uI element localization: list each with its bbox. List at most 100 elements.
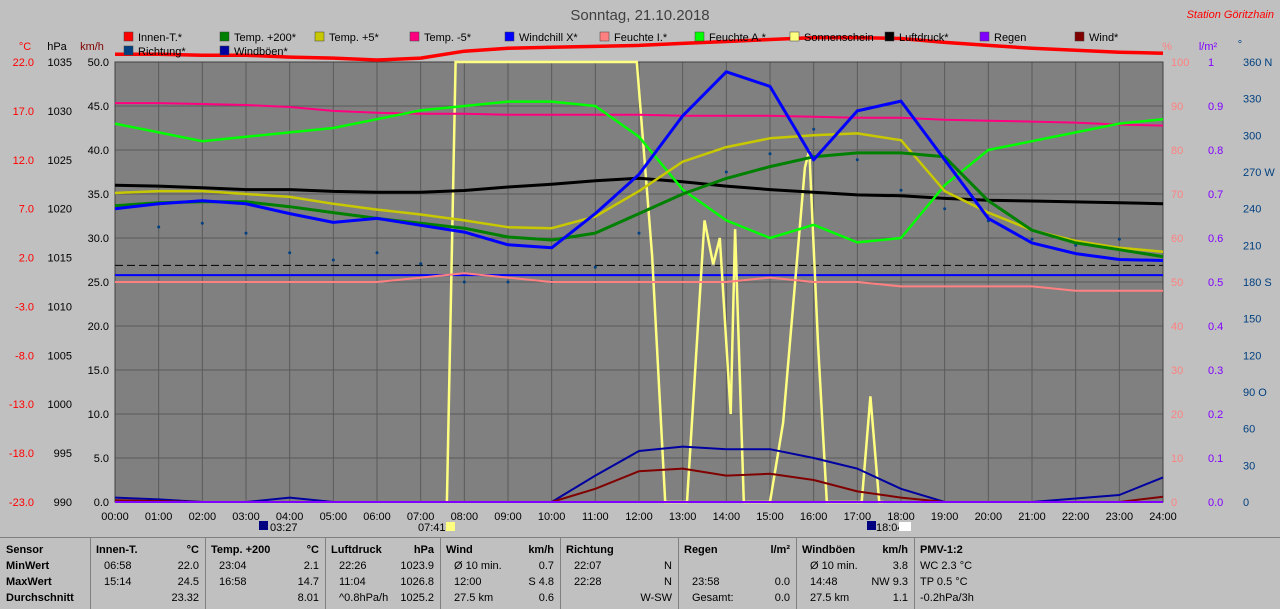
legend-label: Temp. -5*: [424, 32, 472, 44]
table-cell: Durchschnitt: [6, 592, 74, 604]
table-cell: 22.0: [177, 560, 199, 572]
tick-rain: 0.3: [1208, 365, 1223, 377]
legend-label: Windböen*: [234, 46, 289, 58]
table-row: 22:07 N: [560, 558, 678, 574]
table-cell: TP 0.5 °C: [920, 576, 968, 588]
series-windchill: [114, 70, 1164, 262]
table-row: 16:58 14.7: [205, 574, 325, 590]
point-richtung: [943, 207, 947, 211]
tick-time: 12:00: [625, 511, 653, 523]
tick-percent: 70: [1171, 189, 1183, 201]
legend-swatch: [789, 31, 800, 42]
tick-time: 14:00: [713, 511, 741, 523]
point-richtung: [200, 221, 204, 225]
table-cell: 11:04: [339, 576, 366, 588]
tick-celsius: 12.0: [13, 155, 34, 167]
table-row: 23.32: [90, 590, 205, 606]
tick-rain: 0.6: [1208, 233, 1223, 245]
table-cell: 8.01: [297, 592, 319, 604]
tick-kmh: 15.0: [88, 365, 109, 377]
table-cell: 27.5 km: [454, 592, 494, 604]
tick-hpa: 1020: [48, 204, 72, 216]
table-row: Gesamt: 0.0: [678, 590, 796, 606]
table-row: MinWert: [0, 558, 90, 574]
legend-swatch: [219, 45, 230, 56]
tick-kmh: 45.0: [88, 101, 109, 113]
tick-time: 01:00: [145, 511, 173, 523]
table-header: Sensor: [6, 544, 44, 556]
table-column: Temp. +200 °C 23:04 2.1 16:58 14.7 8.01: [205, 538, 326, 609]
table-cell: N: [664, 560, 672, 572]
tick-direction: 360 N: [1243, 57, 1272, 69]
legend-swatch: [314, 31, 325, 42]
table-cell: MinWert: [6, 560, 50, 572]
point-richtung: [1117, 237, 1121, 241]
tick-percent: 60: [1171, 233, 1183, 245]
table-column: Richtung 22:07 N 22:28 N W-SW: [560, 538, 679, 609]
legend-swatch: [409, 31, 420, 42]
tick-time: 05:00: [320, 511, 348, 523]
legend-swatch: [219, 31, 230, 42]
station-label: Station Göritzhain: [1187, 9, 1274, 21]
table-cell: 22:28: [574, 576, 602, 588]
tick-time: 10:00: [538, 511, 566, 523]
legend-label: Sonnenschein: [804, 32, 874, 44]
table-cell: 27.5 km: [810, 592, 850, 604]
tick-celsius: -13.0: [9, 399, 34, 411]
tick-kmh: 30.0: [88, 233, 109, 245]
legend-label: Regen: [994, 32, 1026, 44]
table-column: Luftdruck hPa 22:26 1023.9 11:04 1026.8 ^0.8hP…: [325, 538, 441, 609]
table-row: ^0.8hPa/h 1025.2: [325, 590, 440, 606]
tick-direction: 240: [1243, 204, 1261, 216]
legend-label: Feuchte I.*: [614, 32, 668, 44]
point-richtung: [419, 262, 423, 266]
sunset-time: 18:04: [876, 522, 904, 534]
table-cell: 1025.2: [400, 592, 434, 604]
tick-kmh: 20.0: [88, 321, 109, 333]
table-cell: Ø 10 min.: [810, 560, 858, 572]
unit-hpa: hPa: [47, 41, 67, 53]
table-cell: S 4.8: [528, 576, 554, 588]
point-richtung: [331, 258, 335, 262]
table-cell: ^0.8hPa/h: [339, 592, 389, 604]
sunrise-time: 03:27: [270, 522, 298, 534]
series-layer: [114, 35, 1164, 504]
table-row: WC 2.3 °C: [914, 558, 1280, 574]
point-richtung: [724, 170, 728, 174]
tick-time: 15:00: [756, 511, 784, 523]
legend-label: Temp. +200*: [234, 32, 297, 44]
tick-time: 09:00: [494, 511, 522, 523]
tick-time: 02:00: [189, 511, 217, 523]
sunrise-icon: [259, 521, 268, 530]
tick-rain: 0.2: [1208, 409, 1223, 421]
tick-time: 03:00: [232, 511, 260, 523]
table-column: Windböen km/h Ø 10 min. 3.8 14:48 NW 9.3 27.5 …: [796, 538, 915, 609]
point-richtung: [768, 152, 772, 156]
table-row: 06:58 22.0: [90, 558, 205, 574]
point-richtung: [637, 231, 641, 235]
tick-rain: 1: [1208, 57, 1214, 69]
unit-kmh: km/h: [80, 41, 104, 53]
legend-label: Luftdruck*: [899, 32, 949, 44]
tick-time: 11:00: [582, 511, 609, 523]
table-column: Wind km/h Ø 10 min. 0.7 12:00 S 4.8 27.5 km 0.6: [440, 538, 561, 609]
tick-kmh: 50.0: [88, 57, 109, 69]
tick-hpa: 1010: [48, 301, 72, 313]
tick-time: 16:00: [800, 511, 828, 523]
table-unit: l/m²: [770, 544, 790, 556]
tick-time: 13:00: [669, 511, 697, 523]
table-unit: km/h: [882, 544, 908, 556]
point-richtung: [855, 158, 859, 162]
tick-kmh: 0.0: [94, 497, 109, 509]
table-unit: °C: [306, 544, 319, 556]
tick-time: 17:00: [844, 511, 872, 523]
series-innen-temp: [115, 35, 1164, 62]
series-temp-plus200: [114, 151, 1164, 259]
tick-time: 04:00: [276, 511, 304, 523]
table-cell: 06:58: [104, 560, 132, 572]
tick-celsius: -18.0: [9, 448, 34, 460]
tick-hpa: 1005: [48, 350, 72, 362]
table-cell: 22:26: [339, 560, 367, 572]
tick-direction: 0: [1243, 497, 1249, 509]
tick-percent: 30: [1171, 365, 1183, 377]
